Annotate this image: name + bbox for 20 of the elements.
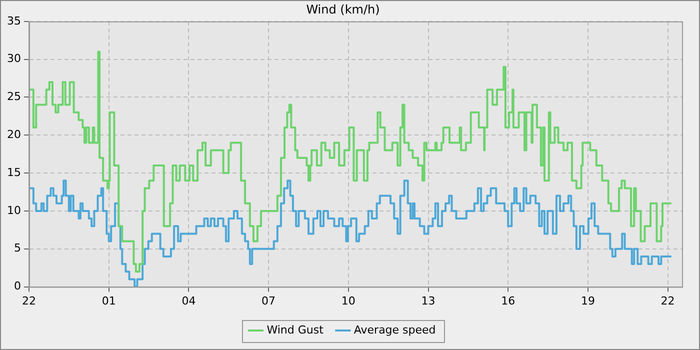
x-tick-label: 07 — [262, 294, 276, 308]
legend-label: Wind Gust — [266, 323, 324, 336]
y-tick-label: 25 — [6, 90, 21, 104]
y-tick-label: 5 — [14, 242, 21, 255]
y-tick-label: 15 — [6, 166, 21, 179]
x-tick-label: 16 — [501, 294, 516, 308]
x-tick-label: 22 — [22, 294, 36, 308]
y-tick-label: 0 — [14, 280, 21, 293]
x-tick-label: 10 — [341, 294, 356, 308]
x-tick-label: 22 — [660, 294, 675, 308]
x-tick-label: 19 — [580, 294, 595, 308]
y-tick-label: 20 — [6, 128, 21, 141]
x-tick-label: 13 — [421, 294, 436, 308]
y-tick-label: 30 — [6, 52, 21, 66]
y-tick-label: 10 — [6, 204, 21, 217]
x-tick-label: 04 — [182, 294, 196, 308]
y-tick-label: 35 — [6, 14, 21, 28]
legend-label: Average speed — [354, 323, 436, 336]
chart-title: Wind (km/h) — [306, 2, 380, 16]
x-tick-label: 01 — [102, 294, 116, 308]
